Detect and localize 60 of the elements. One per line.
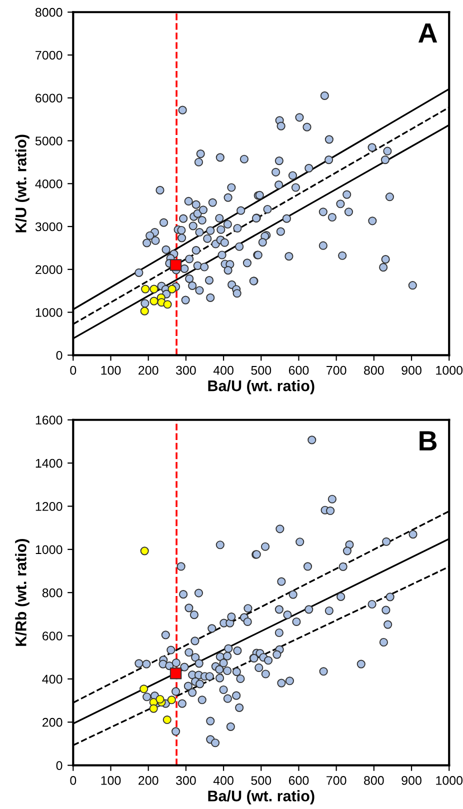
x-tick-label: 800: [364, 776, 384, 785]
x-tick-label: 800: [364, 366, 384, 375]
x-tick-label: 600: [288, 776, 309, 785]
y-tick-label: 3000: [35, 222, 62, 232]
x-tick-label: 0: [70, 776, 76, 785]
x-tick-label: 700: [326, 776, 346, 785]
point: [149, 704, 158, 713]
point: [168, 284, 176, 294]
x-tick-label: 300: [176, 366, 196, 375]
x-axis-title: Ba/U (wt. ratio): [208, 790, 314, 804]
y-tick-label: 0: [56, 350, 62, 360]
x-tick-label: 0: [70, 366, 76, 375]
point: [150, 284, 158, 294]
y-axis-title: K/Rb (wt. ratio): [15, 539, 30, 646]
y-tick-label: 2000: [36, 265, 62, 274]
x-tick-label: 900: [402, 366, 422, 375]
x-tick-label: 200: [138, 776, 158, 785]
y-tick-label: 1600: [36, 416, 62, 425]
y-tick-label: 1000: [36, 545, 62, 554]
y-tick-label: 600: [42, 632, 62, 640]
point: [167, 696, 176, 704]
x-tick-label: 500: [251, 366, 272, 375]
x-tick-label: 1000: [436, 366, 463, 375]
x-tick-label: 1000: [436, 776, 463, 785]
y-tick-label: 800: [42, 588, 62, 598]
x-tick-label: 600: [288, 366, 309, 375]
point: [170, 667, 182, 680]
x-axis-title: Ba/U (wt. ratio): [208, 380, 314, 394]
point: [141, 284, 150, 294]
point: [140, 684, 148, 694]
point: [156, 694, 164, 704]
y-tick-label: 200: [42, 718, 62, 727]
x-tick-label: 300: [176, 776, 196, 785]
point: [163, 300, 172, 309]
point: [162, 715, 172, 724]
x-tick-label: 400: [213, 776, 234, 785]
annotation: B: [420, 431, 437, 450]
x-tick-label: 900: [402, 776, 422, 785]
y-tick-label: 4000: [35, 179, 62, 188]
y-tick-label: 6000: [36, 94, 62, 103]
y-tick-label: 8000: [35, 8, 62, 17]
point: [170, 259, 182, 271]
y-axis-title: K/U (wt. ratio): [15, 134, 30, 232]
x-tick-label: 100: [101, 366, 121, 375]
y-tick-label: 5000: [35, 136, 62, 146]
y-tick-label: 1400: [36, 458, 62, 468]
x-tick-label: 400: [213, 366, 234, 375]
point: [140, 546, 149, 556]
y-tick-label: 400: [42, 674, 62, 684]
y-tick-label: 0: [56, 761, 62, 770]
x-tick-label: 100: [101, 776, 121, 785]
y-tick-label: 1200: [36, 502, 62, 511]
x-tick-label: 700: [326, 366, 346, 375]
y-tick-label: 7000: [36, 50, 62, 60]
point: [140, 306, 149, 316]
x-tick-label: 200: [138, 366, 158, 375]
annotation: A: [418, 23, 438, 43]
x-tick-label: 500: [251, 776, 272, 785]
point: [150, 296, 158, 306]
y-tick-label: 1000: [36, 308, 62, 317]
